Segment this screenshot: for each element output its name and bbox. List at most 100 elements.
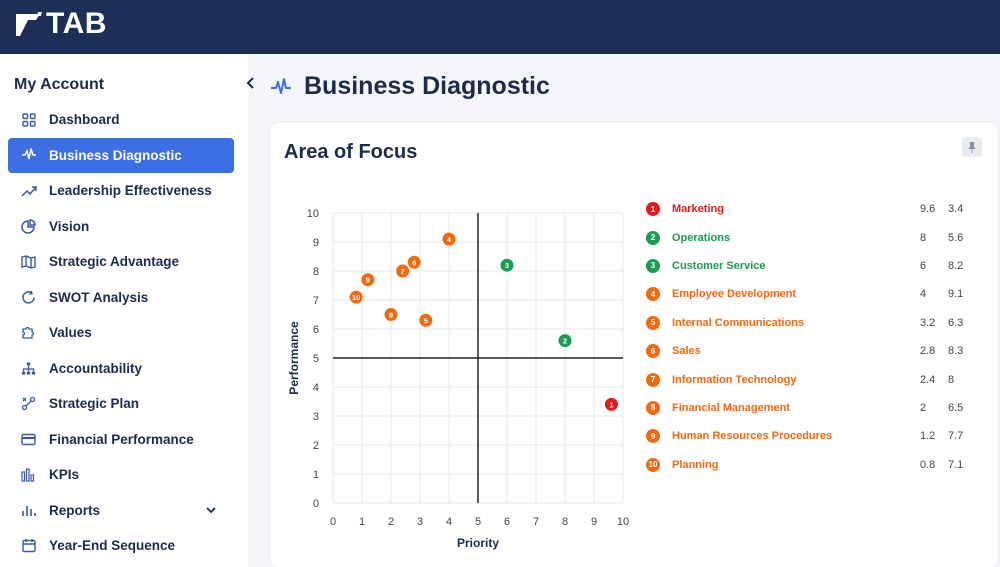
data-point[interactable] bbox=[557, 333, 573, 349]
x-tick-label: 1 bbox=[359, 516, 365, 528]
card-title: Area of Focus bbox=[284, 141, 418, 163]
legend-row[interactable]: 10 Planning 0.8 7.1 bbox=[646, 451, 986, 479]
y-axis-label: Performance bbox=[287, 321, 301, 395]
legend-badge: 8 bbox=[646, 400, 660, 415]
page-title: Business Diagnostic bbox=[304, 72, 550, 100]
y-tick-label: 5 bbox=[313, 353, 319, 365]
legend-priority-value: 2.8 bbox=[920, 345, 936, 358]
data-point[interactable] bbox=[499, 257, 515, 273]
sidebar: My Account Dashboard Business Diagnostic L… bbox=[0, 54, 248, 567]
data-point-label: 5 bbox=[424, 316, 428, 325]
legend-row[interactable]: 8 Financial Management 2 6.5 bbox=[646, 394, 986, 422]
data-point[interactable] bbox=[603, 396, 619, 412]
legend-priority-value: 8 bbox=[920, 231, 927, 244]
sidebar-item-dashboard[interactable]: Dashboard bbox=[8, 102, 234, 138]
sidebar-item-label: KPIs bbox=[49, 467, 80, 483]
puzzle-icon bbox=[20, 324, 37, 341]
top-bar: TAB bbox=[0, 0, 1000, 54]
legend-row[interactable]: 3 Customer Service 6 8.2 bbox=[646, 252, 986, 280]
y-tick-label: 4 bbox=[313, 382, 319, 394]
data-point-label: 4 bbox=[447, 235, 452, 244]
legend-badge: 2 bbox=[646, 230, 660, 245]
sidebar-item-label: Reports bbox=[49, 502, 101, 518]
sidebar-item-reports[interactable]: Reports bbox=[8, 493, 234, 529]
sidebar-item-business-diagnostic[interactable]: Business Diagnostic bbox=[8, 137, 234, 173]
sidebar-item-year-end-sequence[interactable]: Year-End Sequence bbox=[8, 528, 234, 564]
route-icon bbox=[20, 395, 37, 412]
legend-priority-value: 4 bbox=[920, 288, 927, 301]
legend-badge: 3 bbox=[646, 258, 660, 273]
x-tick-label: 7 bbox=[533, 516, 539, 528]
sidebar-item-swot-analysis[interactable]: SWOT Analysis bbox=[8, 280, 234, 316]
sidebar-item-leadership-effectiveness[interactable]: Leadership Effectiveness bbox=[8, 173, 234, 209]
legend-row[interactable]: 4 Employee Development 4 9.1 bbox=[646, 280, 986, 308]
sidebar-item-label: Strategic Plan bbox=[49, 396, 140, 412]
sidebar-item-label: Dashboard bbox=[49, 112, 120, 128]
pin-button[interactable] bbox=[962, 137, 982, 157]
data-point[interactable] bbox=[348, 289, 364, 305]
org-chart-icon bbox=[20, 360, 37, 377]
pie-icon bbox=[20, 218, 37, 235]
legend-performance-value: 8 bbox=[948, 373, 955, 386]
sidebar-collapse-button[interactable] bbox=[242, 74, 260, 92]
sidebar-item-kpis[interactable]: KPIs bbox=[8, 457, 234, 493]
sidebar-item-accountability[interactable]: Accountability bbox=[8, 351, 234, 387]
legend-performance-value: 7.7 bbox=[948, 430, 964, 443]
card-icon bbox=[20, 431, 37, 448]
data-point-label: 9 bbox=[366, 276, 370, 285]
sidebar-item-label: Financial Performance bbox=[49, 431, 194, 447]
data-point[interactable] bbox=[406, 254, 422, 270]
legend-badge: 1 bbox=[646, 202, 660, 217]
data-point[interactable] bbox=[360, 272, 376, 288]
refresh-icon bbox=[20, 289, 37, 306]
sidebar-item-vision[interactable]: Vision bbox=[8, 209, 234, 245]
tab-logo[interactable]: TAB bbox=[14, 9, 107, 39]
y-tick-label: 3 bbox=[313, 411, 319, 423]
sidebar-title: My Account bbox=[14, 76, 105, 93]
bars-icon bbox=[20, 466, 37, 483]
legend-row[interactable]: 5 Internal Communications 3.2 6.3 bbox=[646, 309, 986, 337]
legend-badge: 5 bbox=[646, 315, 660, 330]
x-tick-label: 5 bbox=[475, 516, 481, 528]
sidebar-nav: Dashboard Business Diagnostic Leadership E… bbox=[8, 102, 234, 564]
sidebar-item-strategic-advantage[interactable]: Strategic Advantage bbox=[8, 244, 234, 280]
sidebar-item-label: SWOT Analysis bbox=[49, 289, 149, 305]
sidebar-item-label: Strategic Advantage bbox=[49, 254, 180, 270]
area-of-focus-chart: 0 1 2 3 4 5 6 7 8 9 10012345678910PriorityPerforma… bbox=[287, 208, 629, 550]
logo-mark-icon bbox=[16, 12, 42, 36]
data-point[interactable] bbox=[441, 231, 457, 247]
legend-row[interactable]: 7 Information Technology 2.4 8 bbox=[646, 365, 986, 393]
data-point-label: 8 bbox=[389, 311, 393, 320]
legend-priority-value: 2 bbox=[920, 401, 927, 414]
sidebar-item-label: Accountability bbox=[49, 360, 143, 376]
sidebar-item-financial-performance[interactable]: Financial Performance bbox=[8, 422, 234, 458]
chevron-down-icon[interactable] bbox=[206, 503, 220, 517]
legend-performance-value: 3.4 bbox=[948, 203, 964, 216]
legend-badge: 6 bbox=[646, 344, 660, 359]
legend-name: Internal Communications bbox=[672, 316, 805, 329]
data-point[interactable] bbox=[395, 263, 411, 279]
legend-row[interactable]: 6 Sales 2.8 8.3 bbox=[646, 337, 986, 365]
legend-performance-value: 6.3 bbox=[948, 316, 964, 329]
sidebar-item-strategic-plan[interactable]: Strategic Plan bbox=[8, 386, 234, 422]
x-tick-label: 3 bbox=[417, 516, 423, 528]
area-of-focus-card: Area of Focus 0 1 2 3 4 5 6 7 8 9 10 0 1 2 3 4 5 6 7 8 9 10 Pr… bbox=[270, 123, 998, 567]
calendar-icon bbox=[20, 537, 37, 554]
x-tick-label: 6 bbox=[504, 516, 510, 528]
sidebar-item-values[interactable]: Values bbox=[8, 315, 234, 351]
legend-performance-value: 6.5 bbox=[948, 401, 964, 414]
legend-name: Human Resources Procedures bbox=[672, 430, 833, 443]
data-point-label: 7 bbox=[401, 267, 405, 276]
legend-row[interactable]: 1 Marketing 9.6 3.4 bbox=[646, 195, 986, 223]
map-icon bbox=[20, 253, 37, 270]
legend-row[interactable]: 9 Human Resources Procedures 1.2 7.7 bbox=[646, 422, 986, 450]
data-point[interactable] bbox=[418, 312, 434, 328]
data-point-label: 3 bbox=[505, 261, 509, 270]
legend-row[interactable]: 2 Operations 8 5.6 bbox=[646, 223, 986, 251]
sidebar-item-label: Vision bbox=[49, 218, 90, 234]
pin-icon bbox=[968, 142, 976, 153]
data-point[interactable] bbox=[383, 307, 399, 322]
x-tick-label: 8 bbox=[562, 516, 568, 528]
legend-badge: 4 bbox=[646, 287, 660, 302]
data-point-label: 2 bbox=[563, 337, 567, 346]
